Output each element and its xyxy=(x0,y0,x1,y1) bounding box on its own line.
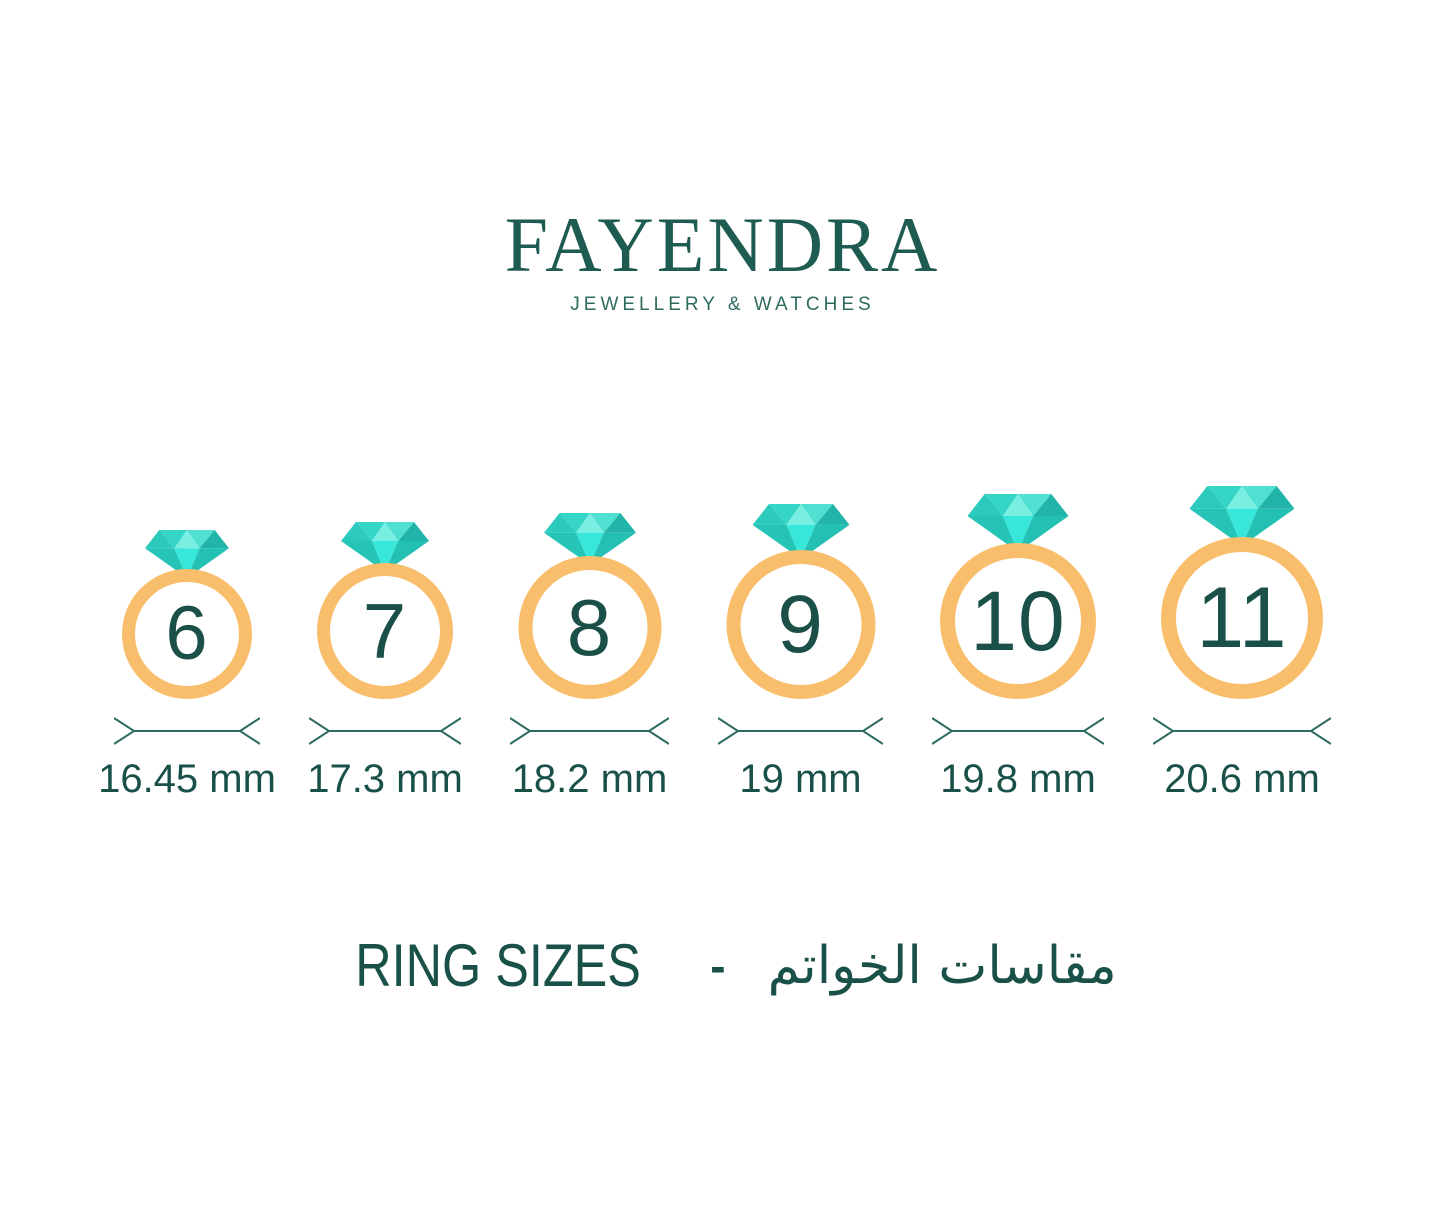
ring-size-number: 7 xyxy=(362,587,408,675)
diameter-arrow xyxy=(114,717,260,745)
ring-item-11: 11 20.6 mm xyxy=(1153,486,1331,801)
ring-figure: 11 xyxy=(1161,486,1323,699)
ring-band: 9 xyxy=(726,550,875,699)
diameter-arrow xyxy=(309,717,461,745)
diameter-label: 19 mm xyxy=(739,757,862,801)
ring-figure: 6 xyxy=(122,530,252,699)
ring-figure: 8 xyxy=(518,513,661,699)
ring-item-10: 10 19.8 mm xyxy=(932,494,1104,801)
ring-item-8: 8 18.2 mm xyxy=(510,513,669,801)
diameter-arrow xyxy=(718,717,883,745)
diameter-label: 18.2 mm xyxy=(511,757,668,801)
ring-item-6: 6 16.45 mm xyxy=(98,530,276,801)
chart-title-ar: مقاسات الخواتم xyxy=(767,935,1117,996)
diameter-label: 20.6 mm xyxy=(1164,757,1320,801)
ring-size-number: 9 xyxy=(777,578,824,670)
diameter-label: 19.8 mm xyxy=(940,757,1096,801)
diamond-icon xyxy=(145,530,229,578)
diamond-icon xyxy=(1189,486,1295,546)
brand-logo: FAYENDRA xyxy=(504,201,941,288)
ring-item-7: 7 17.3 mm xyxy=(307,522,463,801)
diameter-arrow xyxy=(932,717,1104,745)
chart-title-separator: - xyxy=(710,939,726,992)
brand-tagline: JEWELLERY & WATCHES xyxy=(570,294,875,315)
ring-band: 7 xyxy=(317,563,453,699)
ring-band: 8 xyxy=(518,556,661,699)
diameter-arrow xyxy=(1153,717,1331,745)
ring-size-number: 11 xyxy=(1196,570,1288,666)
ring-figure: 7 xyxy=(317,522,453,699)
ring-size-number: 6 xyxy=(165,591,209,676)
brand-header: FAYENDRA JEWELLERY & WATCHES xyxy=(0,0,1445,316)
diameter-label: 16.45 mm xyxy=(98,757,276,801)
ring-size-chart: 6 16.45 mm 7 17.3 mm 8 18.2 mm 9 19 mm 10 19.8 mm… xyxy=(0,486,1445,801)
diameter-arrow xyxy=(510,717,669,745)
ring-band: 11 xyxy=(1161,537,1323,699)
chart-title-en: RING SIZES xyxy=(355,932,642,999)
ring-band: 10 xyxy=(940,543,1096,699)
ring-size-number: 10 xyxy=(970,574,1066,668)
ring-size-number: 8 xyxy=(566,582,613,672)
ring-figure: 10 xyxy=(940,494,1096,699)
diameter-label: 17.3 mm xyxy=(307,757,463,801)
ring-item-9: 9 19 mm xyxy=(718,504,883,801)
ring-band: 6 xyxy=(122,569,252,699)
ring-figure: 9 xyxy=(726,504,875,699)
chart-title: RING SIZES - مقاسات الخواتم xyxy=(0,931,1445,1000)
